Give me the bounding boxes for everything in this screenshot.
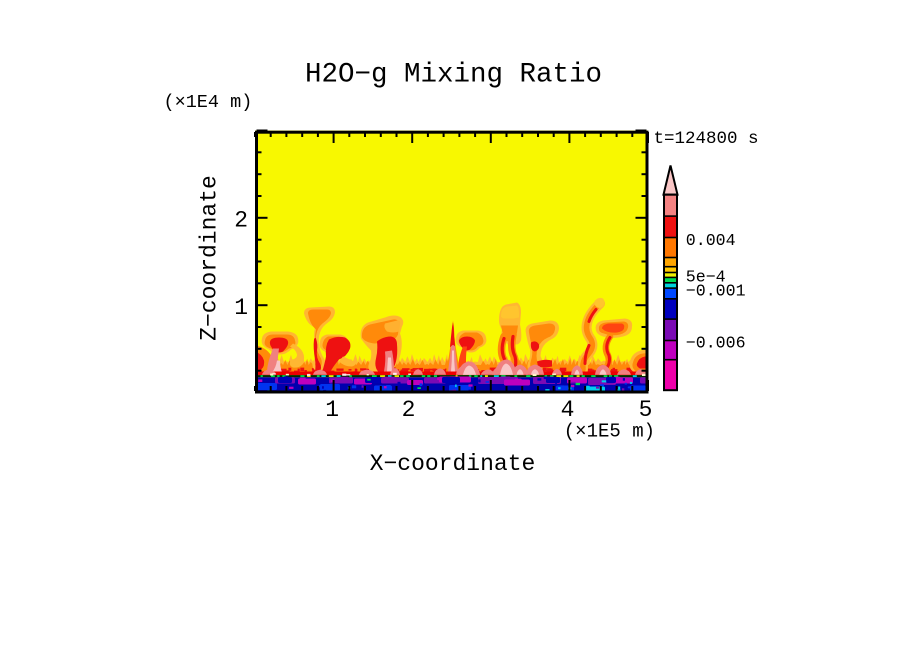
svg-text:H2O−g Mixing Ratio: H2O−g Mixing Ratio [305,60,602,91]
svg-text:3: 3 [483,397,497,423]
svg-text:−0.001: −0.001 [686,281,746,300]
svg-text:2: 2 [402,397,416,423]
svg-text:(×1E4 m): (×1E4 m) [164,92,253,113]
svg-text:0.004: 0.004 [686,231,736,250]
svg-text:−0.006: −0.006 [686,334,746,353]
svg-text:2: 2 [234,207,248,233]
svg-text:X−coordinate: X−coordinate [370,451,536,477]
svg-text:Z−coordinate: Z−coordinate [197,175,223,341]
svg-text:5e−4: 5e−4 [686,267,726,286]
svg-text:1: 1 [234,295,248,321]
svg-text:5: 5 [639,397,653,423]
svg-text:1: 1 [325,397,339,423]
svg-text:(×1E5 m): (×1E5 m) [564,421,655,443]
svg-text:4: 4 [561,397,575,423]
svg-text:t=124800 s: t=124800 s [654,129,759,149]
